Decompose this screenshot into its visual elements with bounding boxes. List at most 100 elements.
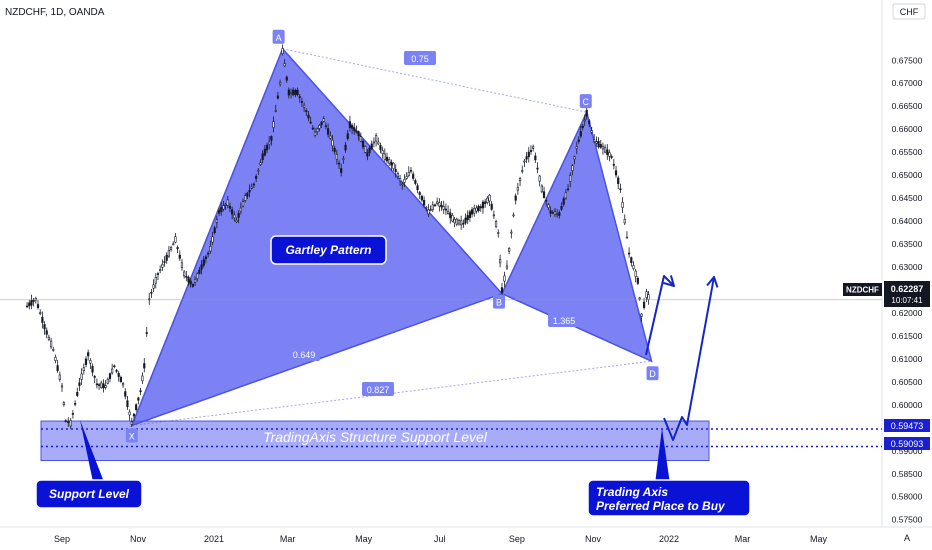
currency-label: CHF (900, 7, 919, 17)
y-tick-label: 0.67000 (892, 78, 923, 88)
symbol-badge-text: NZDCHF (846, 286, 879, 295)
candle-body (333, 147, 336, 152)
auto-scale-button[interactable]: A (904, 533, 910, 543)
candle-body (455, 218, 458, 225)
candle-body (87, 352, 90, 357)
price-badge (884, 281, 930, 307)
price-scale[interactable] (882, 0, 932, 550)
y-tick-label: 0.66500 (892, 101, 923, 111)
candle-body (573, 156, 576, 160)
candle-body (47, 336, 51, 340)
candle-body (499, 259, 502, 264)
candle-body (222, 205, 225, 210)
candle-body (340, 168, 343, 173)
candle-body (322, 118, 325, 122)
ratio-label: 0.649 (288, 347, 320, 361)
candle-body (287, 89, 290, 96)
candle-body (638, 297, 641, 300)
y-tick-label: 0.61000 (892, 354, 923, 364)
candle-body (585, 109, 588, 117)
candle-body (512, 214, 515, 217)
candle-body (392, 162, 395, 169)
candle-body (30, 299, 33, 306)
candle-body (187, 276, 190, 283)
candle-body (39, 312, 42, 314)
candle-body (52, 349, 55, 351)
candle-body (78, 382, 81, 386)
candle-body (497, 232, 500, 234)
candle-body (562, 198, 565, 205)
candle-body (614, 170, 618, 176)
candle-body (257, 169, 260, 172)
symbol-title: NZDCHF, 1D, OANDA (5, 7, 105, 18)
buy-callout-box (587, 479, 751, 517)
candle-body (244, 195, 247, 201)
buy-callout-line2: Preferred Place to Buy (596, 499, 726, 513)
candle-body (331, 139, 334, 147)
projection-arrow-short-head (663, 275, 675, 287)
candle-body (532, 146, 535, 149)
candle-body (486, 197, 489, 203)
y-tick-label: 0.66000 (892, 124, 923, 134)
candle-body (263, 148, 266, 156)
point-label-b: B (492, 294, 505, 309)
candle-body (575, 146, 578, 149)
ratio-label-text: 0.649 (293, 350, 316, 360)
candle-body (250, 186, 253, 189)
candle-body (449, 212, 452, 219)
candle-body (466, 215, 469, 221)
x-tick-label: Sep (54, 534, 70, 544)
candle-body (470, 209, 474, 215)
candle-body (577, 139, 580, 142)
level-label-upper-bg (884, 419, 930, 432)
candle-body (26, 305, 29, 308)
candle-body (76, 392, 79, 396)
candle-body (547, 204, 550, 208)
point-label-d: D (646, 366, 659, 381)
x-tick-label: May (810, 534, 828, 544)
candle-body (597, 140, 600, 148)
candle-body (418, 192, 421, 195)
candle-body (625, 236, 629, 239)
candle-body (180, 262, 184, 269)
candle-body (305, 110, 308, 112)
candle-body (632, 265, 635, 269)
pattern-labels-layer: X A B C D 0.75 0.649 1.365 0.827 (125, 29, 659, 443)
candle-body (364, 145, 367, 153)
candle-body (374, 135, 378, 142)
candle-body (388, 159, 391, 164)
x-tick-label: Sep (509, 534, 525, 544)
gartley-title: Gartley Pattern (285, 243, 371, 257)
candle-body (58, 374, 61, 380)
currency-button[interactable] (892, 3, 926, 20)
candle-body (510, 231, 513, 234)
candle-body (255, 175, 258, 179)
candle-body (237, 212, 240, 218)
y-tick-label: 0.63000 (892, 262, 923, 272)
candle-body (623, 218, 626, 224)
candle-body (366, 152, 369, 157)
projection-arrow-long (663, 276, 715, 441)
candle-body (213, 227, 216, 234)
candle-body (132, 414, 136, 417)
candle-body (104, 385, 107, 388)
candle-body (492, 214, 495, 217)
candle-body (346, 133, 349, 139)
candle-body (505, 265, 509, 269)
candle-body (139, 390, 142, 392)
candle-body (102, 383, 105, 389)
candle-body (372, 141, 376, 144)
candle-body (606, 149, 609, 155)
candle-body (549, 210, 552, 214)
candle-body (621, 202, 624, 208)
candle-body (274, 110, 277, 112)
candle-body (381, 150, 384, 155)
candle-body (556, 213, 559, 215)
candle-body (224, 204, 227, 206)
candle-body (636, 277, 639, 284)
candle-body (409, 170, 413, 172)
y-tick-label: 0.58000 (892, 492, 923, 502)
candle-body (608, 152, 611, 157)
candle-body (429, 209, 432, 211)
